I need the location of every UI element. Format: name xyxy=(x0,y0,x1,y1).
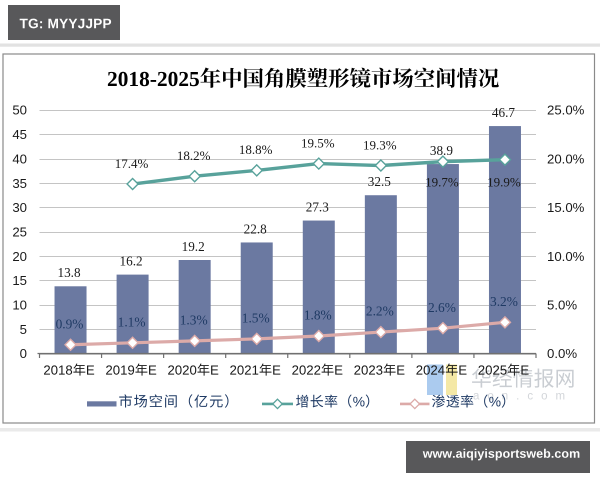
svg-text:1.3%: 1.3% xyxy=(180,312,208,327)
svg-text:16.2: 16.2 xyxy=(120,253,143,268)
svg-text:38.9: 38.9 xyxy=(430,143,453,158)
svg-text:27.3: 27.3 xyxy=(306,199,329,214)
svg-text:40: 40 xyxy=(12,151,27,166)
svg-text:10.0%: 10.0% xyxy=(547,249,585,264)
svg-text:32.5: 32.5 xyxy=(368,174,391,189)
svg-text:19.3%: 19.3% xyxy=(363,137,397,152)
svg-text:45: 45 xyxy=(12,127,27,142)
svg-text:46.7: 46.7 xyxy=(492,105,515,120)
svg-text:19.2: 19.2 xyxy=(182,239,205,254)
svg-text:19.7%: 19.7% xyxy=(425,174,459,189)
svg-text:10: 10 xyxy=(12,298,27,313)
svg-text:0.0%: 0.0% xyxy=(547,346,577,361)
svg-text:15.0%: 15.0% xyxy=(547,200,585,215)
svg-text:22.8: 22.8 xyxy=(244,221,267,236)
svg-text:20.0%: 20.0% xyxy=(547,151,585,166)
svg-text:1.8%: 1.8% xyxy=(304,308,332,323)
svg-text:2.6%: 2.6% xyxy=(428,300,456,315)
svg-text:20: 20 xyxy=(12,249,27,264)
svg-text:aon.com: aon.com xyxy=(473,391,573,403)
svg-text:0.9%: 0.9% xyxy=(56,316,84,331)
svg-text:19.9%: 19.9% xyxy=(487,174,521,189)
svg-text:25: 25 xyxy=(12,224,27,239)
svg-text:1.1%: 1.1% xyxy=(118,314,146,329)
svg-text:25.0%: 25.0% xyxy=(547,103,585,118)
svg-text:0: 0 xyxy=(20,346,27,361)
svg-text:17.4%: 17.4% xyxy=(115,156,149,171)
svg-text:3.2%: 3.2% xyxy=(490,294,518,309)
svg-text:19.5%: 19.5% xyxy=(301,135,335,150)
svg-text:50: 50 xyxy=(12,103,27,118)
svg-text:15: 15 xyxy=(12,273,27,288)
svg-text:18.8%: 18.8% xyxy=(239,142,273,157)
svg-text:2.2%: 2.2% xyxy=(366,304,394,319)
svg-text:30: 30 xyxy=(12,200,27,215)
svg-text:13.8: 13.8 xyxy=(57,265,80,280)
svg-text:35: 35 xyxy=(12,176,27,191)
svg-text:18.2%: 18.2% xyxy=(177,148,211,163)
svg-text:5: 5 xyxy=(20,322,27,337)
svg-text:5.0%: 5.0% xyxy=(547,298,577,313)
svg-text:1.5%: 1.5% xyxy=(242,310,270,325)
